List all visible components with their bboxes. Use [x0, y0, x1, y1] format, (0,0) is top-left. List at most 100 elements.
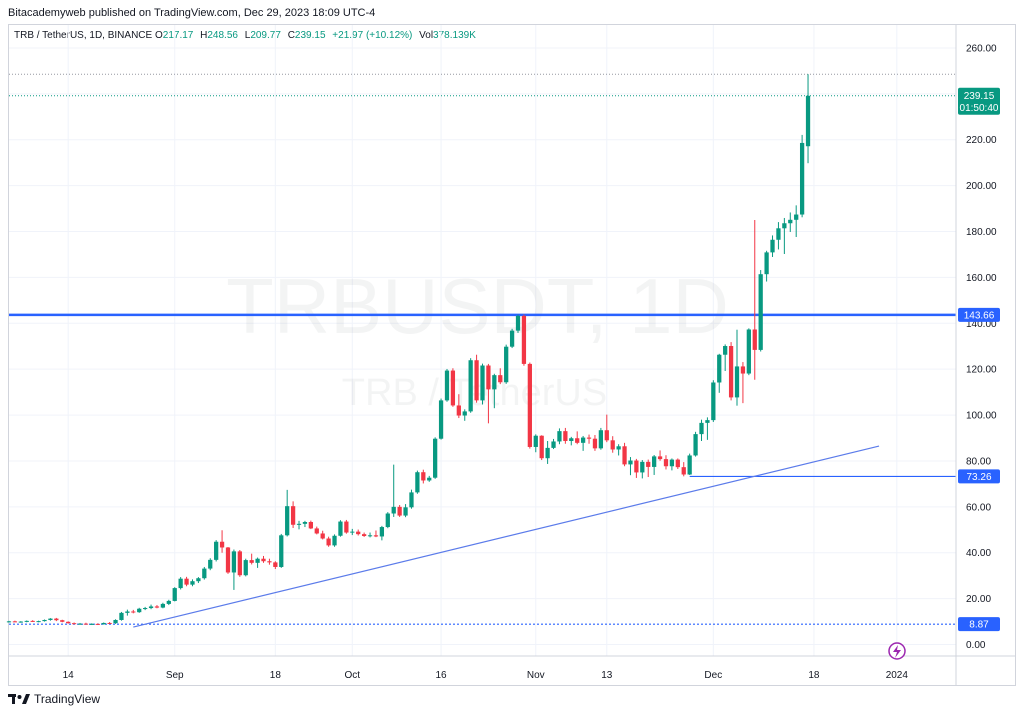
- candle-body: [776, 228, 781, 240]
- candle-body: [403, 507, 408, 516]
- candle-body: [249, 560, 254, 563]
- candle-body: [598, 430, 604, 449]
- candle-body: [279, 535, 284, 567]
- horizontal-levels: [9, 73, 956, 625]
- y-tick-label: 160.00: [966, 273, 997, 284]
- candle-body: [95, 623, 100, 625]
- symbol-legend: TRB / TetherUS, 1D, BINANCE O217.17 H248…: [14, 30, 480, 41]
- candle-body: [83, 623, 89, 625]
- y-tick-label: 40.00: [966, 548, 991, 559]
- candle-body: [799, 142, 805, 215]
- candle-body: [758, 274, 763, 350]
- candle-body: [569, 438, 574, 442]
- candle-body: [178, 578, 183, 589]
- low-label: L: [244, 30, 251, 41]
- candle-body: [675, 459, 680, 468]
- candle-body: [184, 578, 189, 585]
- candle-body: [320, 533, 325, 539]
- candle-body: [657, 456, 663, 460]
- candle-body: [421, 472, 426, 481]
- change-value: +21.97 (+10.12%): [332, 30, 413, 41]
- candle-body: [580, 437, 586, 443]
- candle-body: [202, 568, 207, 579]
- level-badge-label: 143.66: [964, 310, 995, 321]
- y-tick-label: 20.00: [966, 594, 991, 605]
- price-axis[interactable]: 0.00 20.00 40.00 60.00 80.00 100.00 120.00 140.…: [966, 43, 997, 651]
- candle-body: [409, 492, 414, 508]
- event-marker[interactable]: [888, 642, 906, 660]
- candle-body: [723, 346, 728, 355]
- candle-body: [604, 430, 609, 441]
- candle-body: [54, 618, 59, 621]
- lightning-glyph: [893, 645, 901, 658]
- high-label: H: [200, 30, 208, 41]
- candle-body: [509, 330, 515, 347]
- candle-body: [71, 623, 77, 625]
- candle-body: [379, 527, 385, 537]
- candle-body: [119, 612, 124, 620]
- candle-body: [486, 365, 491, 390]
- candle-body: [356, 531, 361, 535]
- candle-body: [397, 506, 402, 516]
- candle-body: [290, 506, 296, 525]
- candle-body: [107, 622, 112, 624]
- candle-body: [225, 547, 231, 573]
- level-badge: [958, 469, 1000, 484]
- candle-body: [663, 459, 669, 467]
- publisher-line: Bitacademyweb published on TradingView.c…: [8, 7, 376, 19]
- x-tick-label: Oct: [345, 670, 361, 681]
- candle-body: [734, 366, 740, 398]
- candle-body: [308, 521, 313, 529]
- volume-label: Vol: [419, 30, 434, 41]
- candle-body: [332, 535, 337, 546]
- candle-body: [515, 315, 521, 331]
- candle-body: [521, 315, 527, 364]
- candle-body: [438, 400, 444, 439]
- x-tick-label: 13: [601, 670, 613, 681]
- candle-body: [125, 611, 130, 613]
- candle-body: [456, 405, 461, 416]
- symbol-name[interactable]: TRB / TetherUS, 1D, BINANCE: [14, 30, 153, 41]
- candle-body: [18, 621, 23, 623]
- candle-body: [415, 472, 420, 493]
- candle-body: [450, 370, 456, 406]
- candle-body: [42, 619, 47, 622]
- candle-body: [344, 521, 349, 533]
- candle-body: [385, 513, 390, 528]
- candle-body: [196, 578, 201, 582]
- candle-body: [302, 521, 308, 524]
- x-tick-label: 2024: [886, 670, 909, 681]
- time-axis[interactable]: 14 Sep 18 Oct 16 Nov 13 Dec 18 2024: [63, 670, 909, 681]
- trendline-layer[interactable]: [133, 445, 880, 628]
- candle-body: [705, 420, 710, 423]
- candle-body: [255, 558, 260, 563]
- candle-body: [545, 447, 550, 459]
- candle-body: [527, 363, 532, 447]
- x-tick-label: Sep: [166, 670, 184, 681]
- candle-body: [504, 346, 509, 383]
- candle-body: [634, 460, 639, 473]
- candle-body: [622, 446, 627, 465]
- candle-body: [326, 538, 331, 546]
- candle-body: [551, 441, 556, 448]
- candle-body: [610, 440, 615, 450]
- last-price-label: 239.15: [964, 91, 995, 102]
- candle-body: [669, 459, 675, 467]
- y-tick-label: 180.00: [966, 227, 997, 238]
- candle-body: [764, 252, 769, 275]
- candle-body: [782, 223, 787, 229]
- x-tick-label: Nov: [527, 670, 545, 681]
- tradingview-footer[interactable]: TradingView: [8, 692, 100, 706]
- y-tick-label: 220.00: [966, 135, 997, 146]
- x-tick-label: 16: [436, 670, 448, 681]
- candle-body: [231, 551, 237, 573]
- y-tick-label: 260.00: [966, 43, 997, 54]
- candle-body: [770, 239, 775, 253]
- candle-body: [261, 558, 266, 562]
- candle-body: [681, 467, 686, 475]
- candle-body: [237, 551, 242, 576]
- candle-body: [533, 435, 538, 447]
- candle-body: [314, 528, 319, 534]
